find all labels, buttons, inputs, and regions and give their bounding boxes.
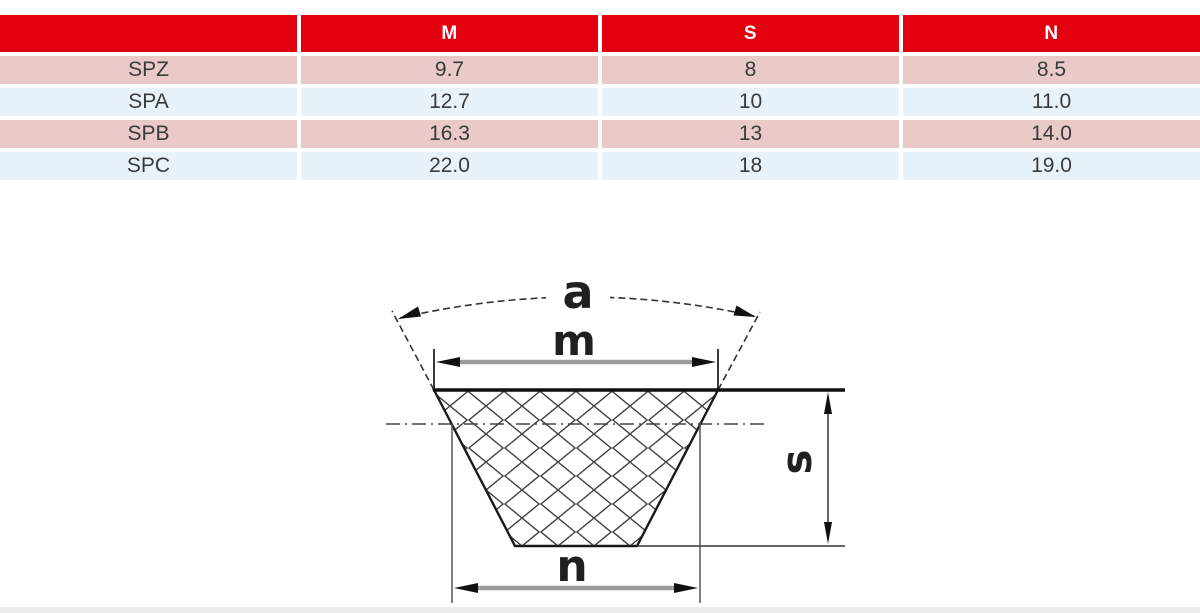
dimension-n-left-arrowhead — [454, 583, 478, 593]
row-spc-m: 22.0 — [301, 152, 598, 180]
row-spz-n: 8.5 — [903, 56, 1200, 84]
row-spz-s: 8 — [602, 56, 899, 84]
row-spb-label: SPB — [0, 120, 297, 148]
dimension-s-top-arrowhead — [824, 392, 832, 414]
angle-a-label: a — [562, 265, 593, 319]
dimension-m-right-arrowhead — [692, 357, 716, 367]
header-cell-type — [0, 15, 297, 52]
dimension-m-label: m — [552, 316, 596, 365]
dimension-s-bottom-arrowhead — [824, 522, 832, 544]
left-flank-extension-line — [391, 310, 435, 391]
header-cell-m: M — [301, 15, 598, 52]
angle-a-label-backing — [546, 271, 610, 317]
header-cell-s: S — [602, 15, 899, 52]
belt-cross-section — [432, 388, 720, 548]
dimension-m-left-arrowhead — [436, 357, 460, 367]
row-spb-s: 13 — [602, 120, 899, 148]
row-spc-label: SPC — [0, 152, 297, 180]
row-spb-m: 16.3 — [301, 120, 598, 148]
row-spa-s: 10 — [602, 88, 899, 116]
dimension-n-label: n — [556, 541, 587, 592]
row-spz-label: SPZ — [0, 56, 297, 84]
angle-a-left-arrowhead — [398, 306, 421, 319]
row-spa-label: SPA — [0, 88, 297, 116]
angle-a-right-arrowhead — [733, 305, 756, 317]
row-spb-n: 14.0 — [903, 120, 1200, 148]
row-spa-n: 11.0 — [903, 88, 1200, 116]
row-spc-s: 18 — [602, 152, 899, 180]
belt-dimensions-table: M S N SPZ 9.7 8 8.5 SPA 12.7 10 11.0 SPB… — [0, 15, 1200, 180]
row-spa-m: 12.7 — [301, 88, 598, 116]
right-flank-extension-line — [717, 311, 761, 391]
dimension-n-right-arrowhead — [674, 583, 698, 593]
row-spz-m: 9.7 — [301, 56, 598, 84]
row-spc-n: 19.0 — [903, 152, 1200, 180]
dimension-s-label: s — [772, 450, 821, 475]
header-cell-n: N — [903, 15, 1200, 52]
page-bottom-strip — [0, 607, 1200, 613]
